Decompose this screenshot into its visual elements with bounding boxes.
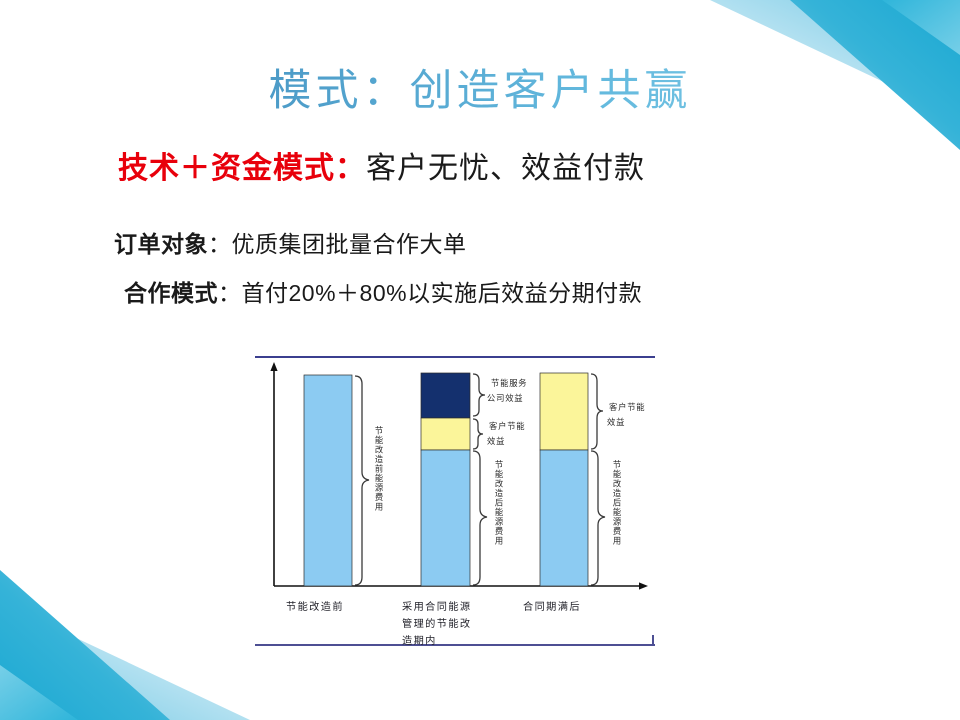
chart-bottom-rule	[255, 644, 655, 646]
bar-3-segment-customer-benefit[interactable]	[539, 372, 589, 451]
body-line-0-label: 订单对象	[114, 231, 208, 257]
body-line-cooperation-mode: 合作模式：首付20%＋80%以实施后效益分期付款	[124, 274, 642, 308]
bottom-left-decoration	[0, 570, 250, 720]
chart-plot: 节能改造前能源费用 节能服务 公司效益 客户节能 效益 节能改造后能源费用	[270, 362, 648, 647]
body-line-0-value: 优质集团批量合作大单	[231, 231, 467, 257]
energy-saving-stacked-bar-chart: 节能改造前能源费用 节能服务 公司效益 客户节能 效益 节能改造后能源费用	[255, 348, 655, 653]
bar-3-annotation-customer-line-0: 客户节能	[609, 402, 645, 412]
bar-group-1[interactable]: 节能改造前能源费用	[303, 374, 384, 587]
body-line-order-target: 订单对象：优质集团批量合作大单	[114, 225, 467, 259]
category-label-2-line-2: 造期内	[402, 634, 437, 647]
bar-2-brace-post-cost	[472, 450, 488, 586]
category-label-2-line-0: 采用合同能源	[402, 600, 472, 613]
category-label-3: 合同期满后	[523, 600, 581, 613]
body-line-1-sep: ：	[218, 280, 242, 306]
bar-2-annotation-esco-line-1: 公司效益	[487, 393, 523, 403]
bar-2-brace-customer	[472, 418, 484, 450]
body-line-1-label: 合作模式	[124, 280, 218, 306]
category-label-1: 节能改造前	[286, 600, 344, 613]
chart-category-labels: 节能改造前 采用合同能源 管理的节能改 造期内 合同期满后	[286, 600, 581, 647]
bar-2-segment-esco-benefit[interactable]	[420, 372, 471, 419]
bar-3-brace-customer	[590, 373, 604, 450]
bar-1-brace	[354, 375, 370, 586]
category-label-2-line-1: 管理的节能改	[402, 617, 472, 630]
bar-3-segment-post-retrofit-energy-cost[interactable]	[539, 449, 589, 587]
bar-3-brace-post-cost	[590, 450, 606, 586]
bar-group-3[interactable]: 客户节能 效益 节能改造后能源费用	[539, 372, 645, 587]
headline-emphasis: 技术＋资金模式：	[118, 152, 366, 185]
slide-title: 模式：创造客户共赢	[0, 56, 960, 118]
body-line-0-sep: ：	[208, 231, 232, 257]
body-line-1-value: 首付20%＋80%以实施后效益分期付款	[241, 280, 643, 306]
bar-3-annotation-post-cost: 节能改造后能源费用	[612, 460, 622, 546]
bar-2-segment-customer-benefit[interactable]	[420, 417, 471, 451]
bar-group-2[interactable]: 节能服务 公司效益 客户节能 效益 节能改造后能源费用	[420, 372, 527, 587]
headline-rest: 客户无忧、效益付款	[366, 152, 645, 185]
bar-2-annotation-customer-line-0: 客户节能	[489, 421, 525, 431]
chart-bottom-tick	[652, 635, 654, 646]
bar-3-annotation-customer-line-1: 效益	[607, 417, 625, 427]
bar-2-annotation-post-cost: 节能改造后能源费用	[494, 460, 504, 546]
bar-2-annotation-esco-line-0: 节能服务	[491, 378, 527, 388]
bar-2-brace-esco	[472, 373, 486, 417]
bar-1-annotation-label: 节能改造前能源费用	[374, 426, 384, 512]
bar-2-segment-post-retrofit-energy-cost[interactable]	[420, 449, 471, 587]
chart-top-rule	[255, 356, 655, 358]
bar-2-annotation-customer-line-1: 效益	[487, 436, 505, 446]
headline: 技术＋资金模式：客户无忧、效益付款	[118, 143, 645, 187]
bar-1-segment-pre-retrofit-energy-cost[interactable]	[303, 374, 353, 587]
